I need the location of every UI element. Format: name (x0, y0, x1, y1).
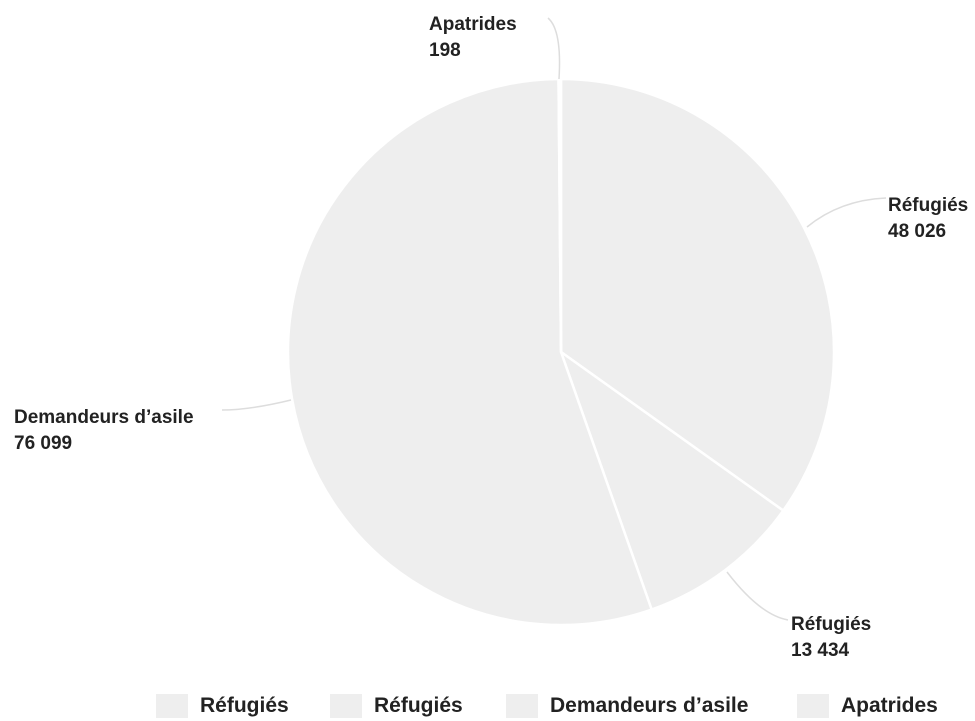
slice-value-label-3: 198 (429, 40, 461, 61)
pie-slice-2[interactable] (286, 77, 653, 627)
slice-name-label-2: Demandeurs d’asile (14, 407, 194, 428)
legend-swatch (797, 693, 829, 718)
legend: Réfugiés Réfugiés Demandeurs d’asile Apa… (0, 690, 975, 721)
legend-swatch (330, 693, 362, 718)
legend-item-demandeurs-d-asile[interactable]: Demandeurs d’asile (506, 690, 748, 721)
pie-slice-3[interactable] (557, 77, 563, 354)
pie-slice-1[interactable] (559, 350, 785, 611)
pie-slice-0[interactable] (559, 77, 836, 512)
legend-item-refugies-1[interactable]: Réfugiés (156, 690, 289, 721)
legend-swatch (506, 693, 538, 718)
legend-label: Réfugiés (374, 693, 463, 717)
slice-name-label-1: Réfugiés (791, 614, 871, 635)
legend-item-refugies-2[interactable]: Réfugiés (330, 690, 463, 721)
legend-swatch (156, 693, 188, 718)
leader-line-3 (547, 17, 561, 80)
pie-chart: Réfugiés 48 026 Réfugiés 13 434 Demandeurs d… (14, 14, 968, 661)
legend-label: Apatrides (841, 693, 938, 717)
slice-name-label-0: Réfugiés (888, 195, 968, 216)
leader-line-1 (726, 571, 789, 621)
leader-line-0 (806, 197, 887, 228)
slice-value-label-2: 76 099 (14, 433, 72, 454)
slice-name-label-3: Apatrides (429, 14, 517, 35)
leader-line-2 (221, 399, 292, 411)
legend-item-apatrides[interactable]: Apatrides (797, 690, 938, 721)
legend-label: Réfugiés (200, 693, 289, 717)
slice-value-label-1: 13 434 (791, 640, 850, 661)
slice-value-label-0: 48 026 (888, 221, 946, 242)
legend-label: Demandeurs d’asile (550, 693, 749, 717)
